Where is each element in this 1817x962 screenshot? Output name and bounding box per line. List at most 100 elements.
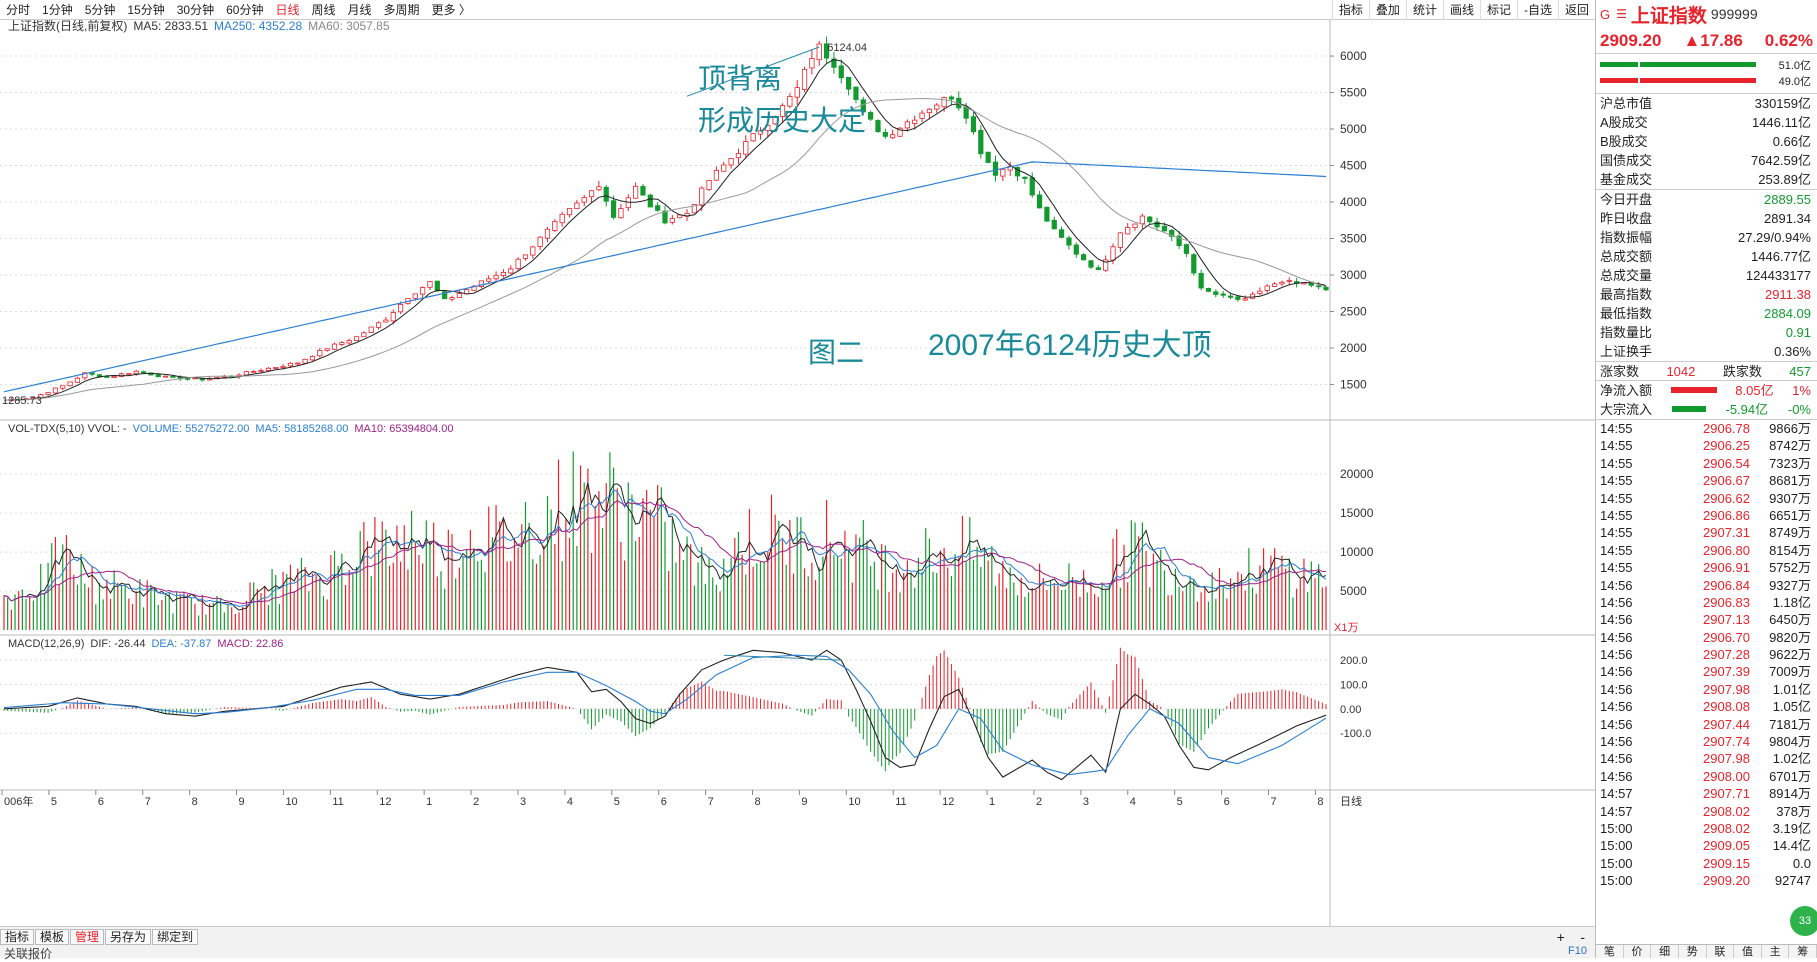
menu-icon[interactable]: ☰ <box>1616 7 1627 21</box>
period-tab[interactable]: 30分钟 <box>176 2 215 17</box>
macd-tick-label: 200.0 <box>1340 655 1368 667</box>
candle-body <box>449 297 455 300</box>
toolbar-button[interactable]: 统计 <box>1405 0 1443 20</box>
stat-row: 基金成交 253.89亿 <box>1596 170 1817 189</box>
toolbar-button[interactable]: 返回 <box>1557 0 1595 20</box>
toolbar-button[interactable]: -自选 <box>1516 0 1558 20</box>
vol-ma10-line <box>3 488 1327 608</box>
period-tab[interactable]: 日线 <box>275 2 300 17</box>
toolbar-button[interactable]: 叠加 <box>1368 0 1406 20</box>
candle-body <box>265 367 272 371</box>
candle-body <box>765 124 771 131</box>
candle-body <box>809 58 815 69</box>
f10-button[interactable]: F10 <box>1568 945 1587 957</box>
tick-price: 2906.84 <box>1703 577 1750 593</box>
candle-body <box>530 246 536 256</box>
candle-body <box>390 312 396 322</box>
x-tick-label: 9 <box>239 796 245 808</box>
period-tab[interactable]: 1分钟 <box>42 2 73 17</box>
candle-body <box>273 366 279 369</box>
period-tab[interactable]: 周线 <box>311 2 336 17</box>
tick-price: 2908.02 <box>1703 820 1750 836</box>
period-tab[interactable]: 15分钟 <box>127 2 165 17</box>
sidebar-tab[interactable]: 细 <box>1651 945 1679 958</box>
sidebar-tab[interactable]: 联 <box>1707 945 1735 958</box>
notification-badge[interactable]: 33 <box>1790 906 1817 936</box>
candle-body <box>302 358 308 364</box>
candle-body <box>794 87 800 98</box>
tick-price: 2907.31 <box>1703 525 1750 541</box>
tick-volume: 378万 <box>1776 803 1811 819</box>
sidebar-tab[interactable]: 主 <box>1762 945 1790 958</box>
toolbar-button[interactable]: 指标 <box>1331 0 1369 20</box>
candle-body <box>331 343 338 350</box>
sidebar-tab[interactable]: 值 <box>1734 945 1762 958</box>
candle-body <box>552 220 558 231</box>
candle-body <box>1227 295 1234 298</box>
tick-volume: 6651万 <box>1769 507 1811 523</box>
legend-ma250: MA250: 4352.28 <box>214 20 302 33</box>
candle-body <box>243 371 249 376</box>
tick-price: 2906.54 <box>1703 455 1750 471</box>
g-icon[interactable]: G <box>1600 6 1611 22</box>
zoom-out-button[interactable]: - <box>1580 929 1585 945</box>
stat-label: A股成交 <box>1600 115 1648 130</box>
candle-body <box>1132 223 1138 229</box>
sidebar-tab[interactable]: 笔 <box>1596 945 1624 958</box>
period-tab[interactable]: 多周期 <box>383 2 420 17</box>
x-tick-label: 10 <box>848 796 860 808</box>
kline-chart[interactable]: 1500 2000 2500 3000 3500 4000 4500 5000 5500 6000… <box>0 20 1595 926</box>
candle-body <box>515 258 521 270</box>
price-tick-label: 5000 <box>1340 122 1367 136</box>
x-tick-label: 006年 <box>4 794 33 808</box>
tick-time: 14:55 <box>1600 490 1633 506</box>
tick-volume: 1.05亿 <box>1772 699 1811 715</box>
block-inflow-bar <box>1671 406 1706 412</box>
candle-body <box>1073 244 1079 255</box>
tick-time: 14:56 <box>1600 664 1633 680</box>
price-tick-label: 4000 <box>1340 195 1367 209</box>
indicator-tab[interactable]: 管理 <box>70 929 105 945</box>
toolbar-button[interactable]: 标记 <box>1479 0 1517 20</box>
indicator-tab[interactable]: 模板 <box>35 929 70 945</box>
indicator-tab[interactable]: 另存为 <box>105 929 152 945</box>
volume-bars <box>3 451 1327 630</box>
stat-row: 上证换手 0.36% <box>1596 342 1817 361</box>
stat-row: 国债成交 7642.59亿 <box>1596 151 1817 170</box>
sidebar-tab[interactable]: 势 <box>1679 945 1707 958</box>
zoom-in-button[interactable]: + <box>1556 929 1565 945</box>
toolbar-button[interactable]: 画线 <box>1442 0 1480 20</box>
x-tick-label: 5 <box>614 796 620 808</box>
advance-label: 涨家数 <box>1600 364 1640 379</box>
candle-body <box>1088 260 1094 268</box>
stat-label: 最低指数 <box>1600 306 1653 321</box>
advance-count: 1042 <box>1666 364 1696 379</box>
tick-row: 14:57 2907.71 8914万 <box>1596 785 1817 802</box>
indicator-tab[interactable]: 指标 <box>0 929 35 945</box>
tick-time: 14:56 <box>1600 594 1633 610</box>
period-tab[interactable]: 分时 <box>6 2 31 17</box>
tick-row: 14:56 2906.70 9820万 <box>1596 629 1817 646</box>
tick-time: 15:00 <box>1600 855 1633 871</box>
candle-body <box>640 186 646 196</box>
sidebar-tab[interactable]: 价 <box>1624 945 1652 958</box>
candle-body <box>1095 267 1101 271</box>
sidebar-tab[interactable]: 筹 <box>1789 945 1817 958</box>
stat-label: 指数量比 <box>1600 325 1653 340</box>
tick-time: 14:56 <box>1600 699 1633 715</box>
period-tab[interactable]: 60分钟 <box>226 2 264 17</box>
tick-price: 2906.67 <box>1703 473 1750 489</box>
indicator-tab[interactable]: 绑定到 <box>152 929 199 945</box>
quote-sidebar: G ☰ 上证指数 999999 2909.20 ▲17.86 0.62% 51.… <box>1595 0 1817 958</box>
period-tab[interactable]: 更多 〉 <box>431 2 471 17</box>
period-tab[interactable]: 月线 <box>347 2 372 17</box>
block-inflow-pct: -0% <box>1787 402 1811 417</box>
tick-list[interactable]: 14:55 2906.78 9866万 14:55 2906.25 8742万 14:55 2… <box>1596 420 1817 890</box>
candle-body <box>992 161 999 176</box>
period-tab[interactable]: 5分钟 <box>84 2 116 17</box>
x-tick-label: 7 <box>1270 796 1276 808</box>
bar-seg-2 <box>1640 62 1756 67</box>
candle-body <box>926 108 933 114</box>
candle-body <box>823 43 830 59</box>
candle-body <box>45 392 51 395</box>
